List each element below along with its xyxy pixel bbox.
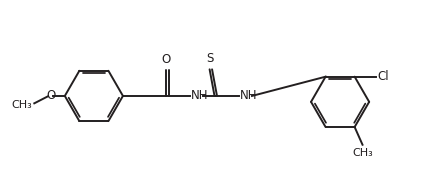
- Text: Cl: Cl: [377, 70, 389, 83]
- Text: O: O: [46, 89, 56, 102]
- Text: NH: NH: [191, 89, 208, 102]
- Text: S: S: [206, 52, 213, 65]
- Text: CH₃: CH₃: [352, 148, 373, 158]
- Text: O: O: [162, 53, 171, 66]
- Text: NH: NH: [240, 89, 258, 102]
- Text: CH₃: CH₃: [12, 100, 32, 110]
